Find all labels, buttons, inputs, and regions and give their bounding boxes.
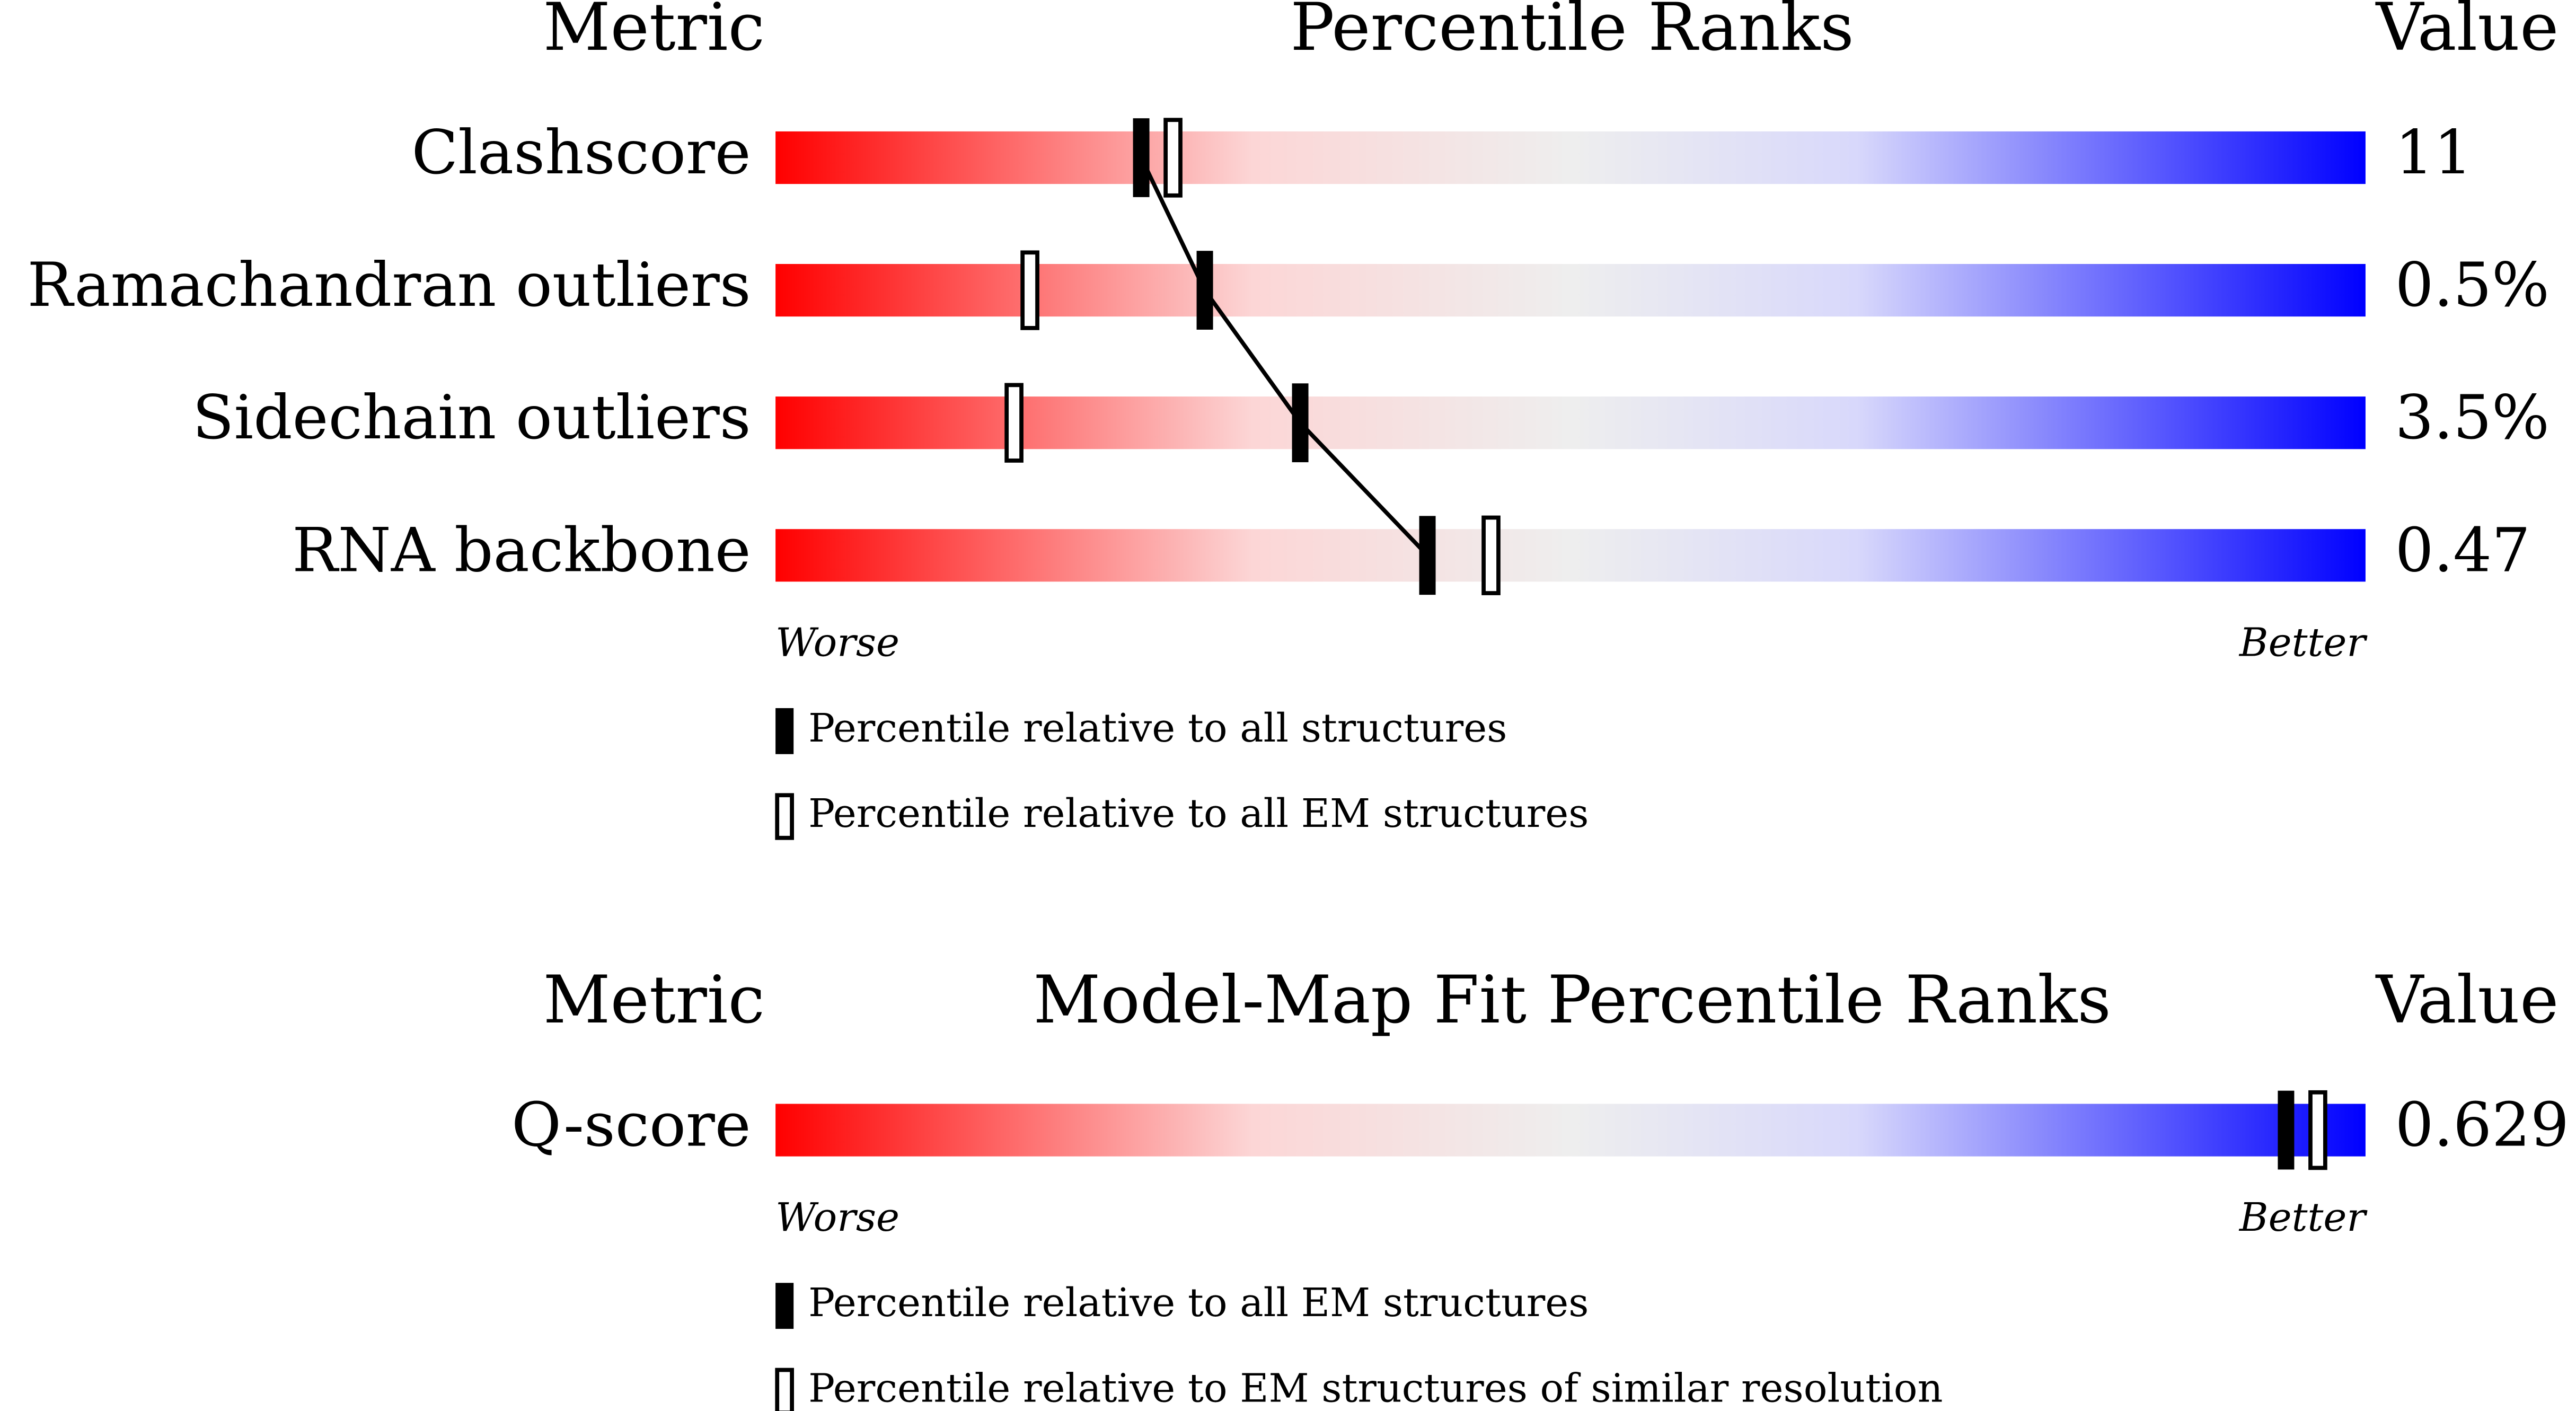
metric-label: Sidechain outliers [192, 383, 751, 453]
percentile-marker [1419, 516, 1436, 595]
percentile-bar [775, 396, 2366, 449]
worse-label: Worse [775, 1194, 899, 1240]
metric-header: Metric [543, 962, 765, 1038]
percentile-marker [1020, 250, 1039, 330]
chart-title: Percentile Ranks [1290, 0, 1854, 66]
legend-label: Percentile relative to all EM structures [808, 1280, 1589, 1326]
connector-line [1139, 156, 1429, 557]
percentile-marker [1004, 383, 1024, 463]
worse-label: Worse [775, 620, 899, 666]
value-header: Value [2375, 962, 2559, 1038]
legend-marker [775, 1368, 794, 1411]
percentile-marker [2308, 1090, 2327, 1170]
legend-label: Percentile relative to all structures [808, 705, 1507, 751]
legend-label: Percentile relative to EM structures of … [808, 1365, 1943, 1411]
metric-value: 0.629 [2395, 1090, 2569, 1161]
chart-title: Model-Map Fit Percentile Ranks [1033, 962, 2111, 1038]
legend-marker [775, 793, 794, 840]
percentile-marker [2278, 1090, 2295, 1170]
percentile-bar [775, 264, 2366, 317]
percentile-bar [775, 1104, 2366, 1157]
percentile-marker [1292, 383, 1309, 463]
metric-label: Clashscore [411, 118, 751, 188]
metric-value: 3.5% [2395, 383, 2549, 453]
legend-marker [775, 708, 794, 754]
metric-label: RNA backbone [292, 515, 751, 586]
better-label: Better [2238, 1194, 2368, 1240]
percentile-marker [1163, 118, 1183, 198]
metric-header: Metric [543, 0, 765, 66]
metric-label: Q-score [511, 1090, 751, 1161]
metric-label: Ramachandran outliers [27, 250, 751, 321]
metric-value: 11 [2395, 118, 2473, 188]
metric-value: 0.5% [2395, 250, 2549, 321]
percentile-bar [775, 529, 2366, 582]
percentile-marker [1196, 251, 1213, 330]
value-header: Value [2375, 0, 2559, 66]
better-label: Better [2238, 620, 2368, 666]
legend-label: Percentile relative to all EM structures [808, 790, 1589, 836]
percentile-bar [775, 131, 2366, 184]
percentile-marker [1481, 515, 1501, 595]
percentile-marker [1133, 118, 1150, 197]
legend-marker [775, 1283, 794, 1329]
metric-value: 0.47 [2395, 515, 2530, 586]
